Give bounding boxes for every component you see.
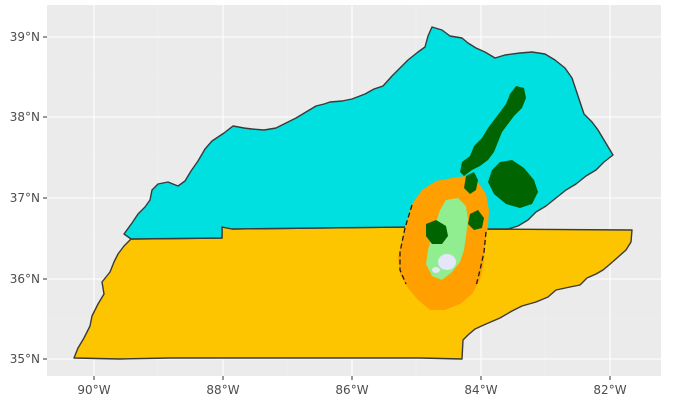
forest-patch-edge bbox=[468, 210, 484, 230]
buffer-dashed-outline bbox=[399, 204, 413, 285]
lavender-patch bbox=[438, 254, 456, 270]
forest-patch-ridge bbox=[460, 86, 526, 176]
tennessee-polygon bbox=[73, 226, 633, 360]
x-tick-label: 90°W bbox=[77, 383, 110, 397]
x-tick-label: 82°W bbox=[593, 383, 626, 397]
x-tick-label: 88°W bbox=[206, 383, 239, 397]
inner-habitat-polygon bbox=[426, 198, 468, 280]
forest-patch-east bbox=[488, 160, 538, 208]
axis-ticks bbox=[43, 36, 611, 380]
buffer-dashed-outline-east bbox=[475, 231, 487, 287]
y-tick-label: 39°N bbox=[10, 30, 40, 44]
x-tick-label: 86°W bbox=[335, 383, 368, 397]
x-tick-label: 84°W bbox=[464, 383, 497, 397]
y-tick-label: 37°N bbox=[10, 191, 40, 205]
y-tick-label: 38°N bbox=[10, 110, 40, 124]
lavender-patch-small bbox=[432, 267, 440, 273]
y-tick-label: 35°N bbox=[10, 352, 40, 366]
y-tick-label: 36°N bbox=[10, 272, 40, 286]
forest-patch-south bbox=[464, 172, 478, 194]
forest-patch-inner bbox=[426, 220, 448, 244]
forest-patches bbox=[426, 86, 538, 244]
